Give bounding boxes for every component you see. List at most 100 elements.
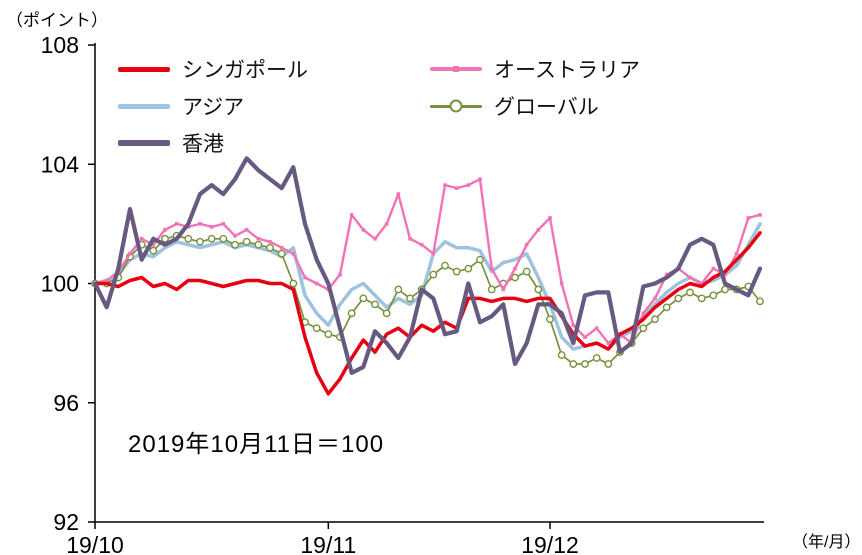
x-tick-label: 19/12: [521, 532, 579, 555]
marker-circle-global: [231, 240, 239, 249]
marker-circle-global: [709, 291, 718, 300]
marker-circle-global: [266, 243, 274, 252]
marker-circle-global: [161, 234, 169, 243]
marker-circle-global: [557, 351, 566, 359]
marker-square-australia: [174, 222, 179, 226]
marker-circle-global: [277, 249, 286, 258]
x-axis-unit-label: （年/月）: [792, 534, 861, 551]
marker-circle-global: [686, 288, 694, 297]
marker-square-australia: [419, 242, 424, 247]
marker-square-australia: [431, 251, 436, 256]
y-tick-label: 96: [53, 390, 79, 416]
marker-square-australia: [303, 275, 307, 280]
marker-circle-global: [441, 261, 449, 270]
marker-circle-global: [697, 294, 706, 303]
marker-square-australia: [279, 245, 284, 250]
series-line-singapore: [93, 231, 762, 396]
marker-square-australia: [583, 335, 587, 339]
marker-square-australia: [466, 183, 471, 187]
series-line-australia: [93, 177, 762, 345]
marker-square-australia: [641, 311, 646, 316]
marker-circle-global: [581, 360, 589, 368]
marker-circle-global: [522, 267, 531, 276]
marker-square-australia: [338, 272, 342, 277]
marker-square-australia: [513, 266, 517, 271]
series-line-hongkong: [92, 156, 763, 375]
y-tick-label: 108: [41, 32, 79, 58]
marker-square-australia: [548, 216, 552, 220]
marker-square-australia: [128, 251, 132, 256]
marker-square-australia: [594, 326, 599, 331]
marker-square-australia: [163, 228, 167, 232]
marker-square-australia: [734, 251, 739, 256]
marker-square-australia: [396, 192, 401, 196]
series-line-global: [94, 234, 761, 365]
marker-circle-global: [476, 255, 484, 264]
marker-square-australia: [758, 213, 762, 217]
y-tick-label: 92: [53, 509, 79, 535]
marker-square-australia: [209, 225, 214, 229]
marker-square-australia: [489, 266, 494, 271]
marker-circle-global: [756, 297, 764, 306]
marker-circle-global: [207, 234, 216, 243]
marker-circle-global: [651, 315, 659, 324]
marker-square-australia: [606, 341, 611, 345]
marker-square-australia: [198, 222, 202, 226]
marker-square-australia: [268, 239, 272, 244]
marker-circle-global: [546, 315, 554, 324]
marker-circle-global: [324, 330, 333, 339]
marker-square-australia: [571, 323, 576, 328]
marker-circle-global: [289, 279, 298, 288]
marker-square-australia: [314, 281, 319, 286]
marker-square-australia: [699, 281, 704, 286]
marker-square-australia: [244, 228, 249, 232]
marker-square-australia: [151, 242, 156, 247]
marker-circle-global: [592, 354, 601, 362]
base-date-annotation: 2019年10月11日＝100: [128, 431, 385, 458]
marker-square-australia: [536, 228, 541, 232]
marker-square-australia: [349, 213, 354, 217]
marker-circle-global: [452, 267, 461, 276]
marker-square-australia: [408, 236, 412, 241]
series-line-asia: [93, 222, 762, 351]
marker-square-australia: [384, 222, 389, 226]
marker-circle-global: [511, 273, 519, 282]
marker-circle-global: [382, 309, 391, 318]
marker-square-australia: [501, 287, 506, 292]
marker-square-australia: [653, 296, 657, 301]
marker-square-australia: [104, 278, 109, 283]
marker-circle-global: [406, 294, 414, 303]
marker-square-australia: [291, 251, 296, 256]
marker-circle-global: [196, 237, 204, 246]
marker-circle-global: [359, 294, 368, 303]
marker-square-australia: [746, 216, 751, 220]
marker-circle-global: [347, 309, 356, 318]
marker-circle-global: [604, 360, 613, 368]
marker-square-australia: [524, 242, 529, 247]
marker-square-australia: [443, 183, 447, 187]
marker-circle-global: [674, 294, 683, 303]
marker-square-australia: [139, 236, 144, 241]
marker-circle-global: [639, 324, 648, 333]
marker-circle-global: [394, 285, 403, 294]
x-tick-label: 19/11: [300, 532, 356, 555]
y-tick-label: 100: [41, 271, 79, 297]
marker-circle-global: [184, 234, 193, 243]
marker-circle-global: [371, 300, 379, 309]
marker-circle-global: [487, 285, 496, 294]
marker-square-australia: [233, 234, 237, 238]
marker-square-australia: [711, 266, 716, 271]
y-tick-label: 104: [41, 151, 80, 177]
marker-circle-global: [429, 270, 438, 279]
marker-circle-global: [721, 285, 729, 294]
marker-square-australia: [688, 275, 692, 280]
marker-square-australia: [559, 281, 564, 286]
marker-circle-global: [219, 234, 228, 243]
marker-square-australia: [221, 222, 226, 226]
marker-circle-global: [254, 240, 263, 249]
marker-square-australia: [723, 272, 727, 277]
marker-circle-global: [149, 246, 158, 255]
marker-circle-global: [662, 303, 671, 312]
